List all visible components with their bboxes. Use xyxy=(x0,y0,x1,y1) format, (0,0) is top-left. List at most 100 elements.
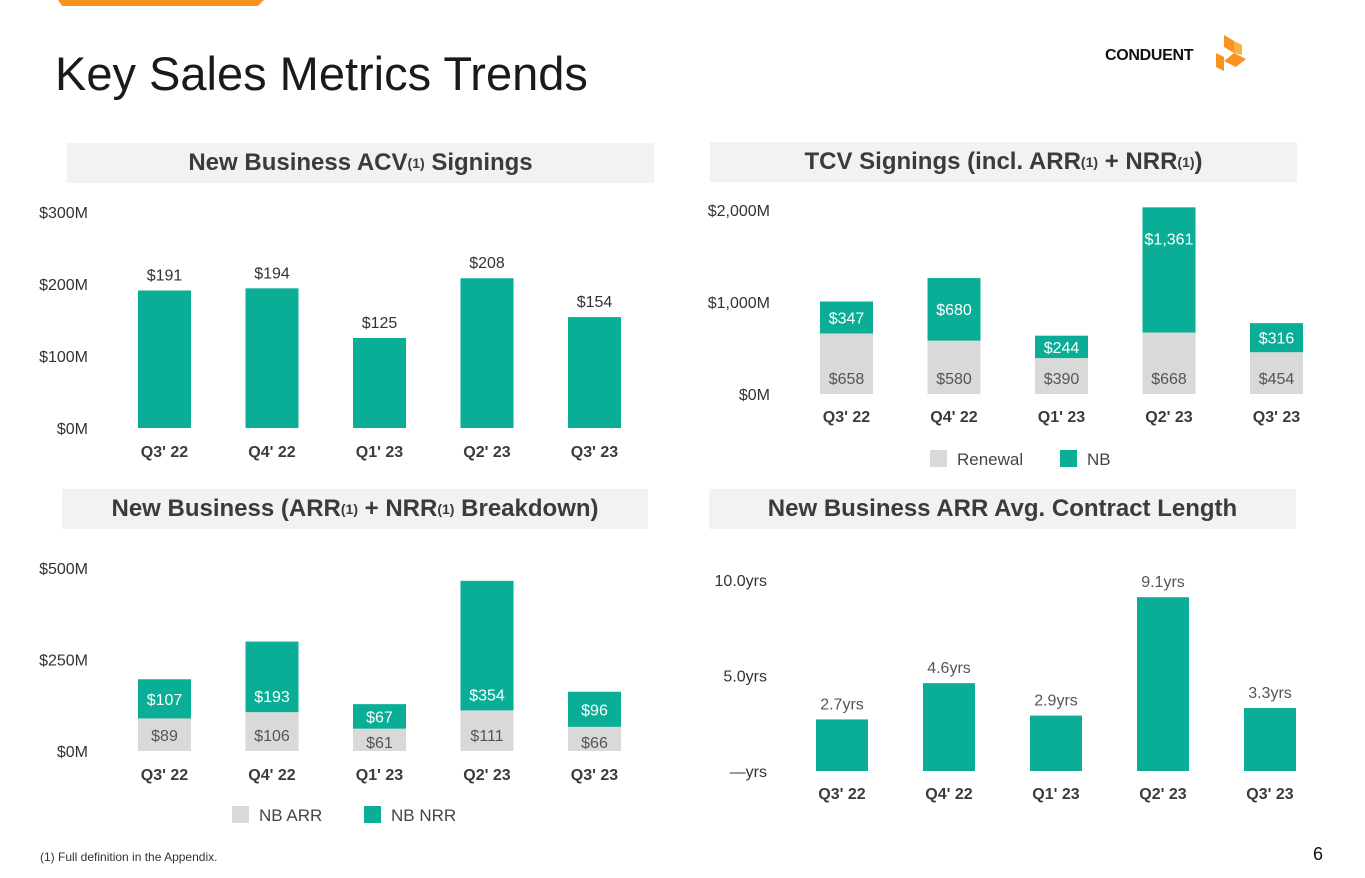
tcv-xtick-label: Q3' 23 xyxy=(1253,409,1300,426)
acv-ytick-label: $0M xyxy=(57,421,88,438)
tcv-legend-label-nb: NB xyxy=(1087,450,1111,469)
arr-data-label-nb-arr: $66 xyxy=(581,735,608,752)
tcv-bar-renewal xyxy=(927,340,981,394)
arr-data-label-nb-arr: $89 xyxy=(151,728,178,745)
footnote: (1) Full definition in the Appendix. xyxy=(40,850,218,864)
len-bar xyxy=(1030,715,1082,771)
arr-ytick-label: $0M xyxy=(57,744,88,761)
len-ytick-label: —yrs xyxy=(730,764,767,781)
acv-title-sup: (1) xyxy=(407,155,425,171)
top-accent-bar xyxy=(58,0,264,6)
acv-xtick-label: Q1' 23 xyxy=(356,444,403,461)
acv-title-end: Signings xyxy=(424,149,533,176)
len-panel-title: New Business ARR Avg. Contract Length xyxy=(709,489,1296,529)
acv-ytick-label: $200M xyxy=(39,277,88,294)
len-data-label: 3.3yrs xyxy=(1248,685,1292,702)
conduent-logo-icon xyxy=(1216,35,1246,71)
acv-title-text: New Business ACV xyxy=(188,149,408,176)
tcv-data-label-renewal: $390 xyxy=(1044,371,1080,388)
tcv-title-sup1: (1) xyxy=(1080,154,1099,170)
arr-xtick-label: Q4' 22 xyxy=(248,767,295,784)
acv-xtick-label: Q3' 22 xyxy=(141,444,188,461)
len-data-label: 9.1yrs xyxy=(1141,574,1185,591)
arr-legend-swatch-nb-arr xyxy=(232,806,249,823)
tcv-bar-renewal xyxy=(820,333,873,394)
arr-bar-nb-nrr xyxy=(138,679,191,719)
tcv-bar-nb xyxy=(1142,207,1196,333)
tcv-title-text: TCV Signings (incl. ARR xyxy=(804,148,1081,175)
acv-ytick-label: $300M xyxy=(39,205,88,222)
arr-legend-label-nb-nrr: NB NRR xyxy=(391,806,456,825)
arr-xtick-label: Q2' 23 xyxy=(463,767,510,784)
tcv-legend-swatch-renewal xyxy=(930,450,947,467)
tcv-data-label-renewal: $580 xyxy=(936,371,972,388)
tcv-data-label-renewal: $668 xyxy=(1151,371,1187,388)
arr-bar-nb-arr xyxy=(568,726,621,751)
acv-data-label: $125 xyxy=(362,315,398,332)
arr-title-end: Breakdown) xyxy=(454,495,599,522)
acv-signings-chart: $0M $100M $200M $300M Q3' 22 Q4' 22 Q1' 23 Q2' … xyxy=(39,205,621,461)
arr-bar-nb-nrr xyxy=(353,704,406,729)
tcv-xtick-label: Q3' 22 xyxy=(823,409,870,426)
arr-bar-nb-nrr xyxy=(568,691,621,727)
tcv-bar-nb xyxy=(820,301,873,334)
tcv-data-label-nb: $680 xyxy=(936,302,972,319)
arr-bar-nb-arr xyxy=(353,728,406,751)
arr-title-sup1: (1) xyxy=(340,501,358,517)
arr-data-label-nb-nrr: $193 xyxy=(254,689,290,706)
acv-xtick-label: Q4' 22 xyxy=(248,444,295,461)
tcv-panel-title: TCV Signings (incl. ARR (1) + NRR (1)) xyxy=(710,142,1297,182)
len-xtick-label: Q4' 22 xyxy=(925,786,972,803)
len-ytick-label: 10.0yrs xyxy=(715,573,767,590)
contract-length-chart: —yrs 5.0yrs 10.0yrs Q3' 22 Q4' 22 Q1' 23 Q2' 2… xyxy=(715,573,1296,803)
tcv-bar-renewal xyxy=(1035,358,1088,394)
arr-panel-title: New Business (ARR (1) + NRR (1) Breakdown) xyxy=(62,489,648,529)
arr-bar-nb-nrr xyxy=(245,641,299,713)
arr-data-label-nb-nrr: $107 xyxy=(147,692,183,709)
arr-data-label-nb-arr: $111 xyxy=(470,728,503,745)
len-xtick-label: Q3' 23 xyxy=(1246,786,1293,803)
acv-bar xyxy=(138,290,191,428)
acv-data-label: $154 xyxy=(577,294,613,311)
arr-data-label-nb-nrr: $67 xyxy=(366,709,393,726)
len-xtick-label: Q2' 23 xyxy=(1139,786,1186,803)
len-xtick-label: Q3' 22 xyxy=(818,786,865,803)
tcv-xtick-label: Q1' 23 xyxy=(1038,409,1085,426)
len-bar xyxy=(816,719,868,771)
arr-xtick-label: Q3' 22 xyxy=(141,767,188,784)
len-bar xyxy=(1244,707,1296,771)
tcv-data-label-renewal: $658 xyxy=(829,371,865,388)
tcv-data-label-nb: $1,361 xyxy=(1145,231,1194,248)
tcv-xtick-label: Q4' 22 xyxy=(930,409,977,426)
acv-panel-title: New Business ACV (1) Signings xyxy=(67,143,654,183)
tcv-legend-label-renewal: Renewal xyxy=(957,450,1023,469)
len-bar xyxy=(923,683,975,771)
arr-bar-nb-nrr xyxy=(460,580,514,711)
acv-xtick-label: Q3' 23 xyxy=(571,444,618,461)
arr-data-label-nb-arr: $61 xyxy=(366,735,393,752)
acv-data-label: $194 xyxy=(254,265,290,282)
arr-legend-swatch-nb-nrr xyxy=(364,806,381,823)
tcv-legend-swatch-nb xyxy=(1060,450,1077,467)
arr-data-label-nb-nrr: $96 xyxy=(581,702,608,719)
arr-data-label-nb-arr: $106 xyxy=(254,728,290,745)
arr-ytick-label: $250M xyxy=(39,653,88,670)
acv-bar xyxy=(460,278,514,428)
arr-title-sup2: (1) xyxy=(437,501,455,517)
tcv-title-mid: + NRR xyxy=(1098,148,1178,175)
arr-title-text: New Business (ARR xyxy=(111,495,341,522)
tcv-ytick-label: $0M xyxy=(739,387,770,404)
tcv-title-sup2: (1) xyxy=(1177,154,1195,170)
len-xtick-label: Q1' 23 xyxy=(1032,786,1079,803)
page-number: 6 xyxy=(1313,844,1324,864)
tcv-xtick-label: Q2' 23 xyxy=(1145,409,1192,426)
tcv-ytick-label: $2,000M xyxy=(708,203,770,220)
acv-ytick-label: $100M xyxy=(39,349,88,366)
arr-title-mid: + NRR xyxy=(358,495,438,522)
tcv-data-label-nb: $316 xyxy=(1259,331,1295,348)
arr-bar-nb-arr xyxy=(138,718,191,751)
tcv-bar-nb xyxy=(1250,323,1303,353)
conduent-logo: CONDUENT xyxy=(1105,33,1255,75)
tcv-data-label-nb: $347 xyxy=(829,311,865,328)
tcv-bar-nb xyxy=(1035,335,1088,359)
